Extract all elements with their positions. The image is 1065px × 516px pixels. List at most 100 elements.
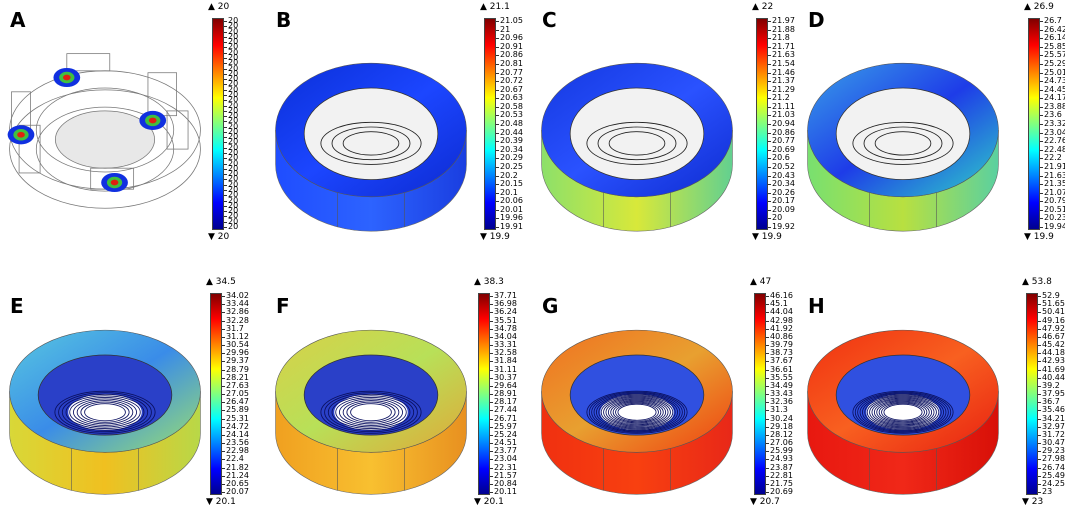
colorbar-tick-label: 34.21: [1042, 413, 1065, 423]
panel-label: H: [808, 294, 825, 318]
colorbar-tick-label: 22.98: [226, 446, 249, 456]
colorbar-tick-mark: [766, 418, 769, 420]
colorbar-tick-label: 27.98: [1042, 454, 1065, 464]
colorbar-tick-label: 36.61: [770, 364, 793, 374]
colorbar-tick-label: 20.79: [1044, 196, 1065, 206]
colorbar-tick-mark: [490, 410, 493, 412]
colorbar-tick-mark: [766, 492, 769, 493]
colorbar-tick-mark: [222, 475, 225, 477]
colorbar-tick-mark: [766, 328, 769, 330]
colorbar-max-label: ▲ 20: [208, 2, 230, 12]
colorbar-tick-label: 20: [228, 190, 239, 200]
colorbar-tick-label: 23.6: [1044, 110, 1062, 120]
colorbar-max-label: ▲ 47: [750, 277, 772, 287]
colorbar-tick-mark: [490, 451, 493, 453]
colorbar-tick-mark: [1038, 328, 1041, 330]
colorbar-tick-mark: [222, 434, 225, 436]
colorbar-tick-mark: [224, 131, 227, 133]
colorbar-tick-mark: [224, 84, 227, 86]
colorbar-tick-mark: [766, 377, 769, 379]
colorbar-tick-label: 36.98: [494, 299, 517, 309]
colorbar-tick-mark: [222, 394, 225, 395]
colorbar-tick-mark: [224, 116, 227, 118]
colorbar-tick-label: 22.48: [1044, 144, 1065, 154]
colorbar-tick-mark: [1040, 132, 1043, 134]
colorbar-tick-label: 37.95: [1042, 389, 1065, 398]
colorbar-tick-label: 41.92: [770, 323, 793, 333]
colorbar-tick-label: 20.81: [500, 58, 523, 68]
colorbar-tick-label: 42.93: [1042, 356, 1065, 366]
colorbar-tick-label: 31.7: [226, 323, 244, 333]
colorbar-tick-mark: [224, 195, 227, 197]
colorbar-tick-label: 20.65: [226, 478, 249, 488]
colorbar-tick-label: 23.77: [494, 446, 517, 456]
colorbar-tick-mark: [224, 147, 227, 149]
colorbar-tick-label: 49.16: [1042, 315, 1065, 325]
colorbar-tick-mark: [224, 142, 227, 144]
colorbar-max-label: ▲ 21.1: [480, 2, 510, 12]
colorbar-tick-label: 21.05: [500, 16, 523, 25]
colorbar-tick-mark: [1038, 353, 1041, 355]
panel-g: G ▲ 47 46.16 45.1 44.04 42.98 41.92 40.86 39.79 3…: [532, 256, 798, 511]
colorbar-tick-mark: [490, 328, 493, 330]
colorbar-tick-label: 31.11: [494, 364, 517, 374]
colorbar-tick-label: 25.89: [226, 405, 249, 415]
colorbar-tick-label: 20: [228, 137, 239, 147]
colorbar-tick-label: 23.87: [770, 462, 793, 472]
colorbar-tick-mark: [766, 475, 769, 477]
colorbar-tick-label: 21.35: [1044, 179, 1065, 189]
colorbar-tick-label: 20: [228, 206, 239, 216]
colorbar-tick-label: 20.69: [772, 144, 795, 154]
colorbar-tick-mark: [222, 353, 225, 355]
colorbar-tick-mark: [1038, 394, 1041, 395]
colorbar-tick-label: 36.7: [1042, 397, 1060, 407]
colorbar-tick-mark: [1040, 201, 1043, 203]
colorbar-tick-label: 20: [228, 52, 239, 62]
colorbar-max-label: ▲ 34.5: [206, 277, 236, 287]
colorbar-tick-mark: [224, 73, 227, 75]
colorbar-tick-mark: [224, 211, 227, 213]
colorbar-tick-label: 20: [228, 63, 239, 73]
colorbar-tick-mark: [766, 402, 769, 404]
colorbar-tick-label: 34.49: [770, 380, 793, 390]
colorbar-tick-mark: [222, 385, 225, 387]
colorbar-tick-label: 20.34: [772, 179, 795, 189]
colorbar-tick-label: 21.11: [772, 101, 795, 111]
colorbar-tick-label: 52.9: [1042, 291, 1060, 300]
colorbar-tick-mark: [496, 209, 499, 211]
colorbar-tick-label: 46.16: [770, 291, 793, 300]
panel-a: A ▲ 20 20 20 20 20 20 20 20 20 20 20 20 20 20 20 20 20 20 2…: [0, 0, 266, 255]
colorbar-tick-label: 30.54: [226, 340, 249, 349]
colorbar-tick-label: 21.07: [1044, 187, 1065, 197]
colorbar-tick-mark: [766, 369, 769, 371]
colorbar-tick-label: 21.97: [772, 16, 795, 25]
colorbar-tick-label: 33.31: [494, 340, 517, 349]
colorbar-tick-mark: [768, 55, 771, 57]
colorbar-tick-label: 20.26: [772, 187, 795, 197]
colorbar-tick-label: 35.55: [770, 372, 793, 382]
colorbar-tick-label: 20: [228, 126, 239, 136]
colorbar-tick-mark: [1040, 72, 1043, 74]
colorbar-tick-label: 24.17: [1044, 93, 1065, 103]
colorbar-tick-mark: [768, 21, 771, 22]
colorbar-tick-mark: [768, 218, 771, 220]
panel-label: E: [10, 294, 24, 318]
colorbar-tick-mark: [766, 410, 769, 412]
colorbar-tick-mark: [224, 158, 227, 160]
colorbar-tick-mark: [1038, 361, 1041, 363]
colorbar-tick-label: 21.8: [772, 33, 790, 43]
colorbar-tick-mark: [768, 158, 771, 160]
colorbar-tick-label: 34.04: [494, 331, 517, 341]
colorbar-tick-label: 29.64: [494, 380, 517, 390]
colorbar-tick-label: 26.47: [226, 397, 249, 407]
colorbar-tick-label: 31.84: [494, 356, 517, 366]
colorbar-tick-label: 20: [228, 132, 239, 142]
colorbar-tick-label: 50.41: [1042, 307, 1065, 317]
colorbar-tick-label: 26.7: [1044, 16, 1062, 25]
colorbar-tick-label: 20: [228, 31, 239, 41]
colorbar-tick-label: 51.65: [1042, 299, 1065, 309]
colorbar-tick-mark: [766, 345, 769, 346]
colorbar-tick-mark: [1038, 410, 1041, 412]
colorbar-tick-label: 21.82: [226, 462, 249, 472]
colorbar-tick-mark: [768, 81, 771, 83]
